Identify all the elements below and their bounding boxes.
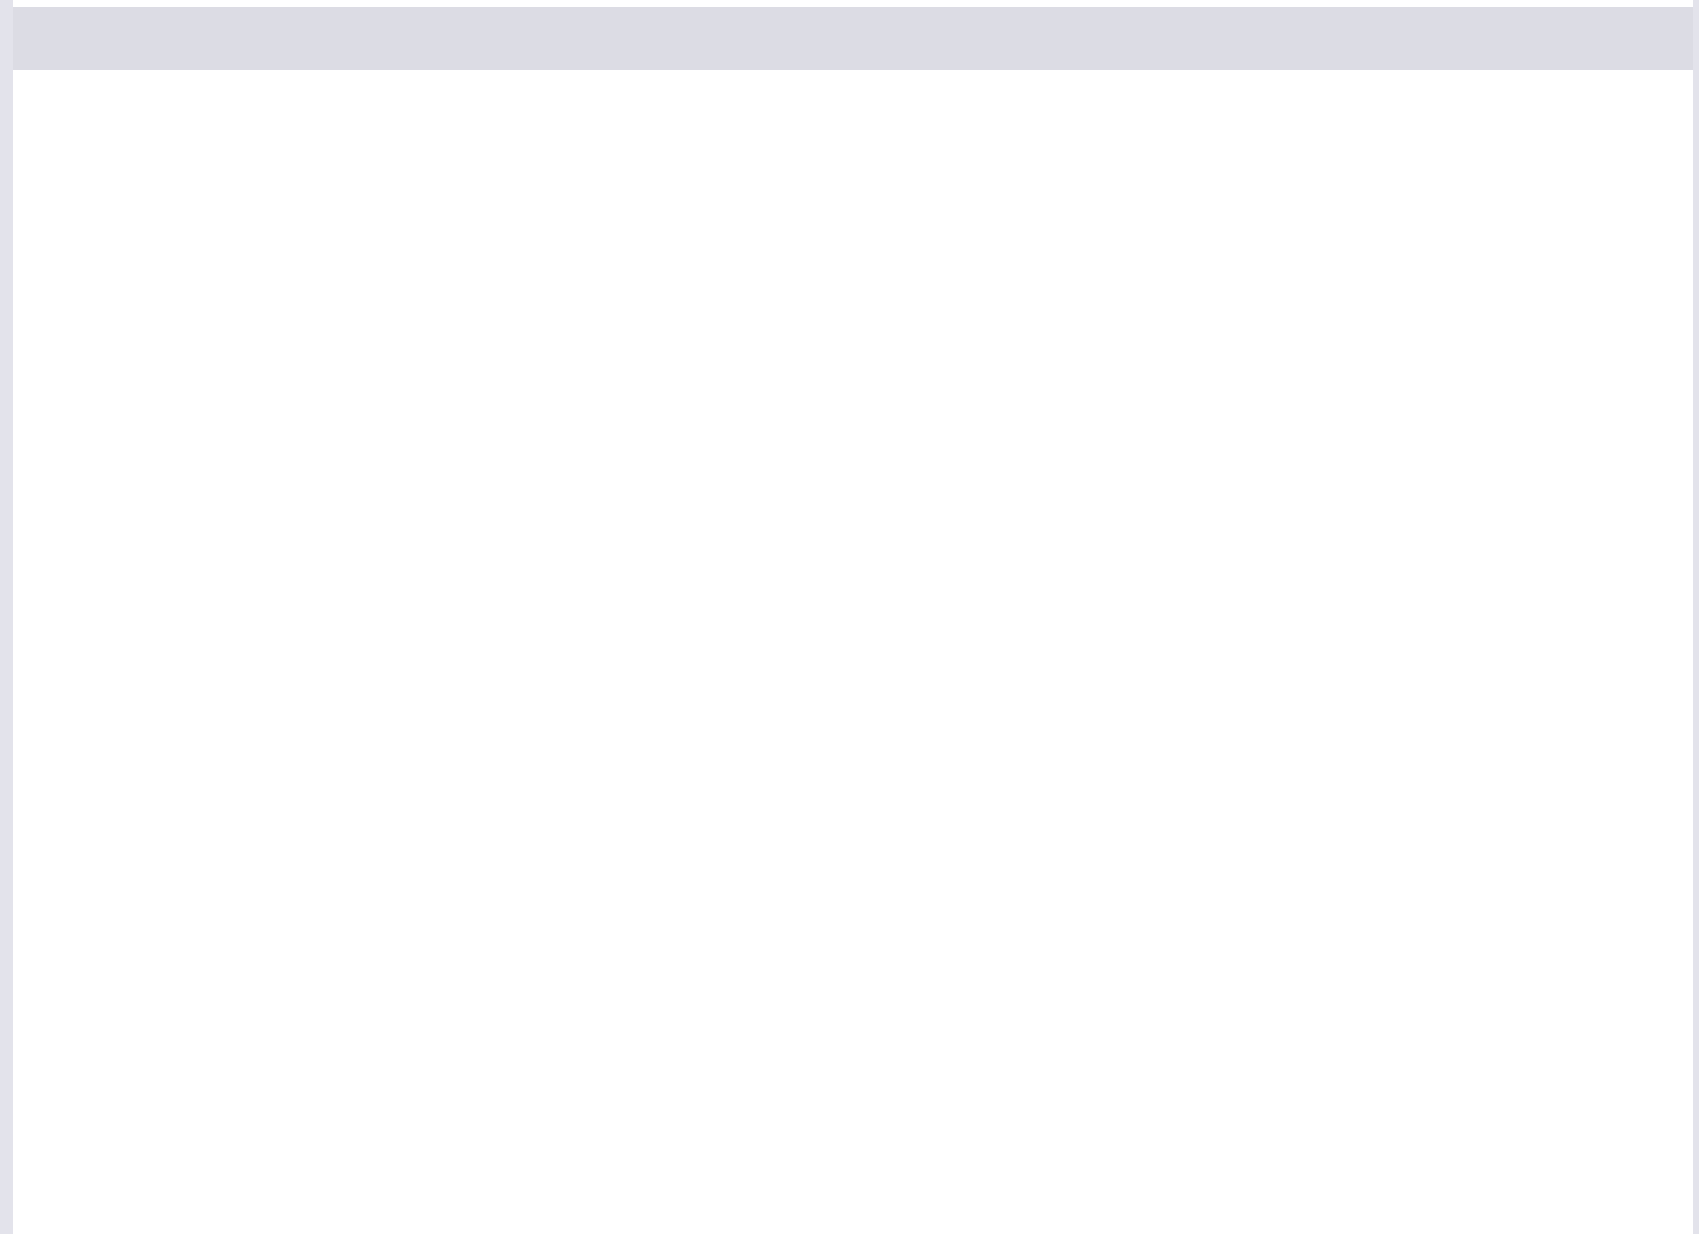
section-divider <box>13 0 1693 7</box>
spec-comparison-table <box>13 0 1693 1234</box>
section-header <box>13 7 1693 70</box>
section-divider <box>13 70 1693 75</box>
honda-sensing-group-label <box>54 456 58 458</box>
